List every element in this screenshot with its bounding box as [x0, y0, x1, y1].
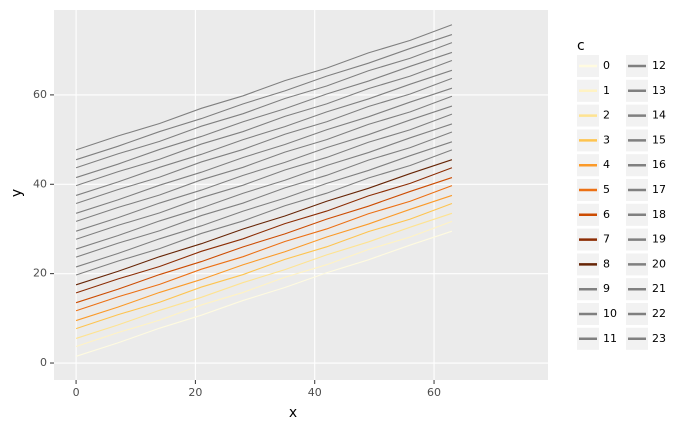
- legend-label: 20: [652, 257, 666, 270]
- legend-label: 8: [603, 257, 610, 270]
- series-line: [75, 220, 453, 348]
- legend-label: 17: [652, 183, 666, 196]
- legend-label: 6: [603, 208, 610, 221]
- legend-label: 5: [603, 183, 610, 196]
- legend-label: 0: [603, 59, 610, 72]
- x-tick-label: 40: [308, 386, 322, 399]
- series-line: [75, 113, 453, 240]
- series-line: [75, 185, 453, 312]
- legend-label: 16: [652, 158, 666, 171]
- series-line: [75, 77, 453, 205]
- legend-label: 21: [652, 282, 666, 295]
- legend-label: 10: [603, 307, 617, 320]
- legend-title: c: [577, 38, 585, 54]
- legend-label: 3: [603, 133, 610, 146]
- y-axis-label: y: [9, 189, 25, 197]
- series-line: [75, 141, 453, 268]
- series-line: [75, 69, 453, 196]
- legend-label: 1: [603, 84, 610, 97]
- legend-label: 19: [652, 233, 666, 246]
- legend-label: 4: [603, 158, 610, 171]
- series-line: [75, 159, 453, 286]
- legend-label: 23: [652, 332, 666, 345]
- series-line: [75, 194, 453, 322]
- series-line: [75, 42, 453, 169]
- series-line: [75, 131, 453, 258]
- series-line: [75, 87, 453, 214]
- plot-background: [54, 10, 548, 380]
- series-line: [75, 167, 453, 294]
- x-axis-label: x: [289, 405, 297, 421]
- x-tick-label: 60: [427, 386, 441, 399]
- series-line: [75, 230, 453, 357]
- series-line: [75, 59, 453, 187]
- legend-label: 18: [652, 208, 666, 221]
- series-line: [75, 24, 453, 151]
- legend-label: 22: [652, 307, 666, 320]
- x-tick-label: 0: [73, 386, 80, 399]
- series-line: [75, 123, 453, 250]
- series-line: [75, 149, 453, 276]
- y-tick-label: 0: [40, 356, 47, 369]
- series-line: [75, 105, 453, 232]
- legend-label: 9: [603, 282, 610, 295]
- legend-label: 12: [652, 59, 666, 72]
- series-line: [75, 95, 453, 222]
- legend-label: 2: [603, 109, 610, 122]
- legend-label: 7: [603, 233, 610, 246]
- legend-label: 13: [652, 84, 666, 97]
- legend-label: 11: [603, 332, 617, 345]
- y-tick-label: 20: [33, 267, 47, 280]
- series-line: [75, 51, 453, 179]
- series-line: [75, 212, 453, 339]
- y-tick-label: 40: [33, 177, 47, 190]
- series-line: [75, 177, 453, 304]
- x-tick-label: 20: [188, 386, 202, 399]
- legend-label: 15: [652, 133, 666, 146]
- series-line: [75, 202, 453, 330]
- y-tick-label: 60: [33, 88, 47, 101]
- legend-label: 14: [652, 109, 666, 122]
- series-line: [75, 34, 453, 161]
